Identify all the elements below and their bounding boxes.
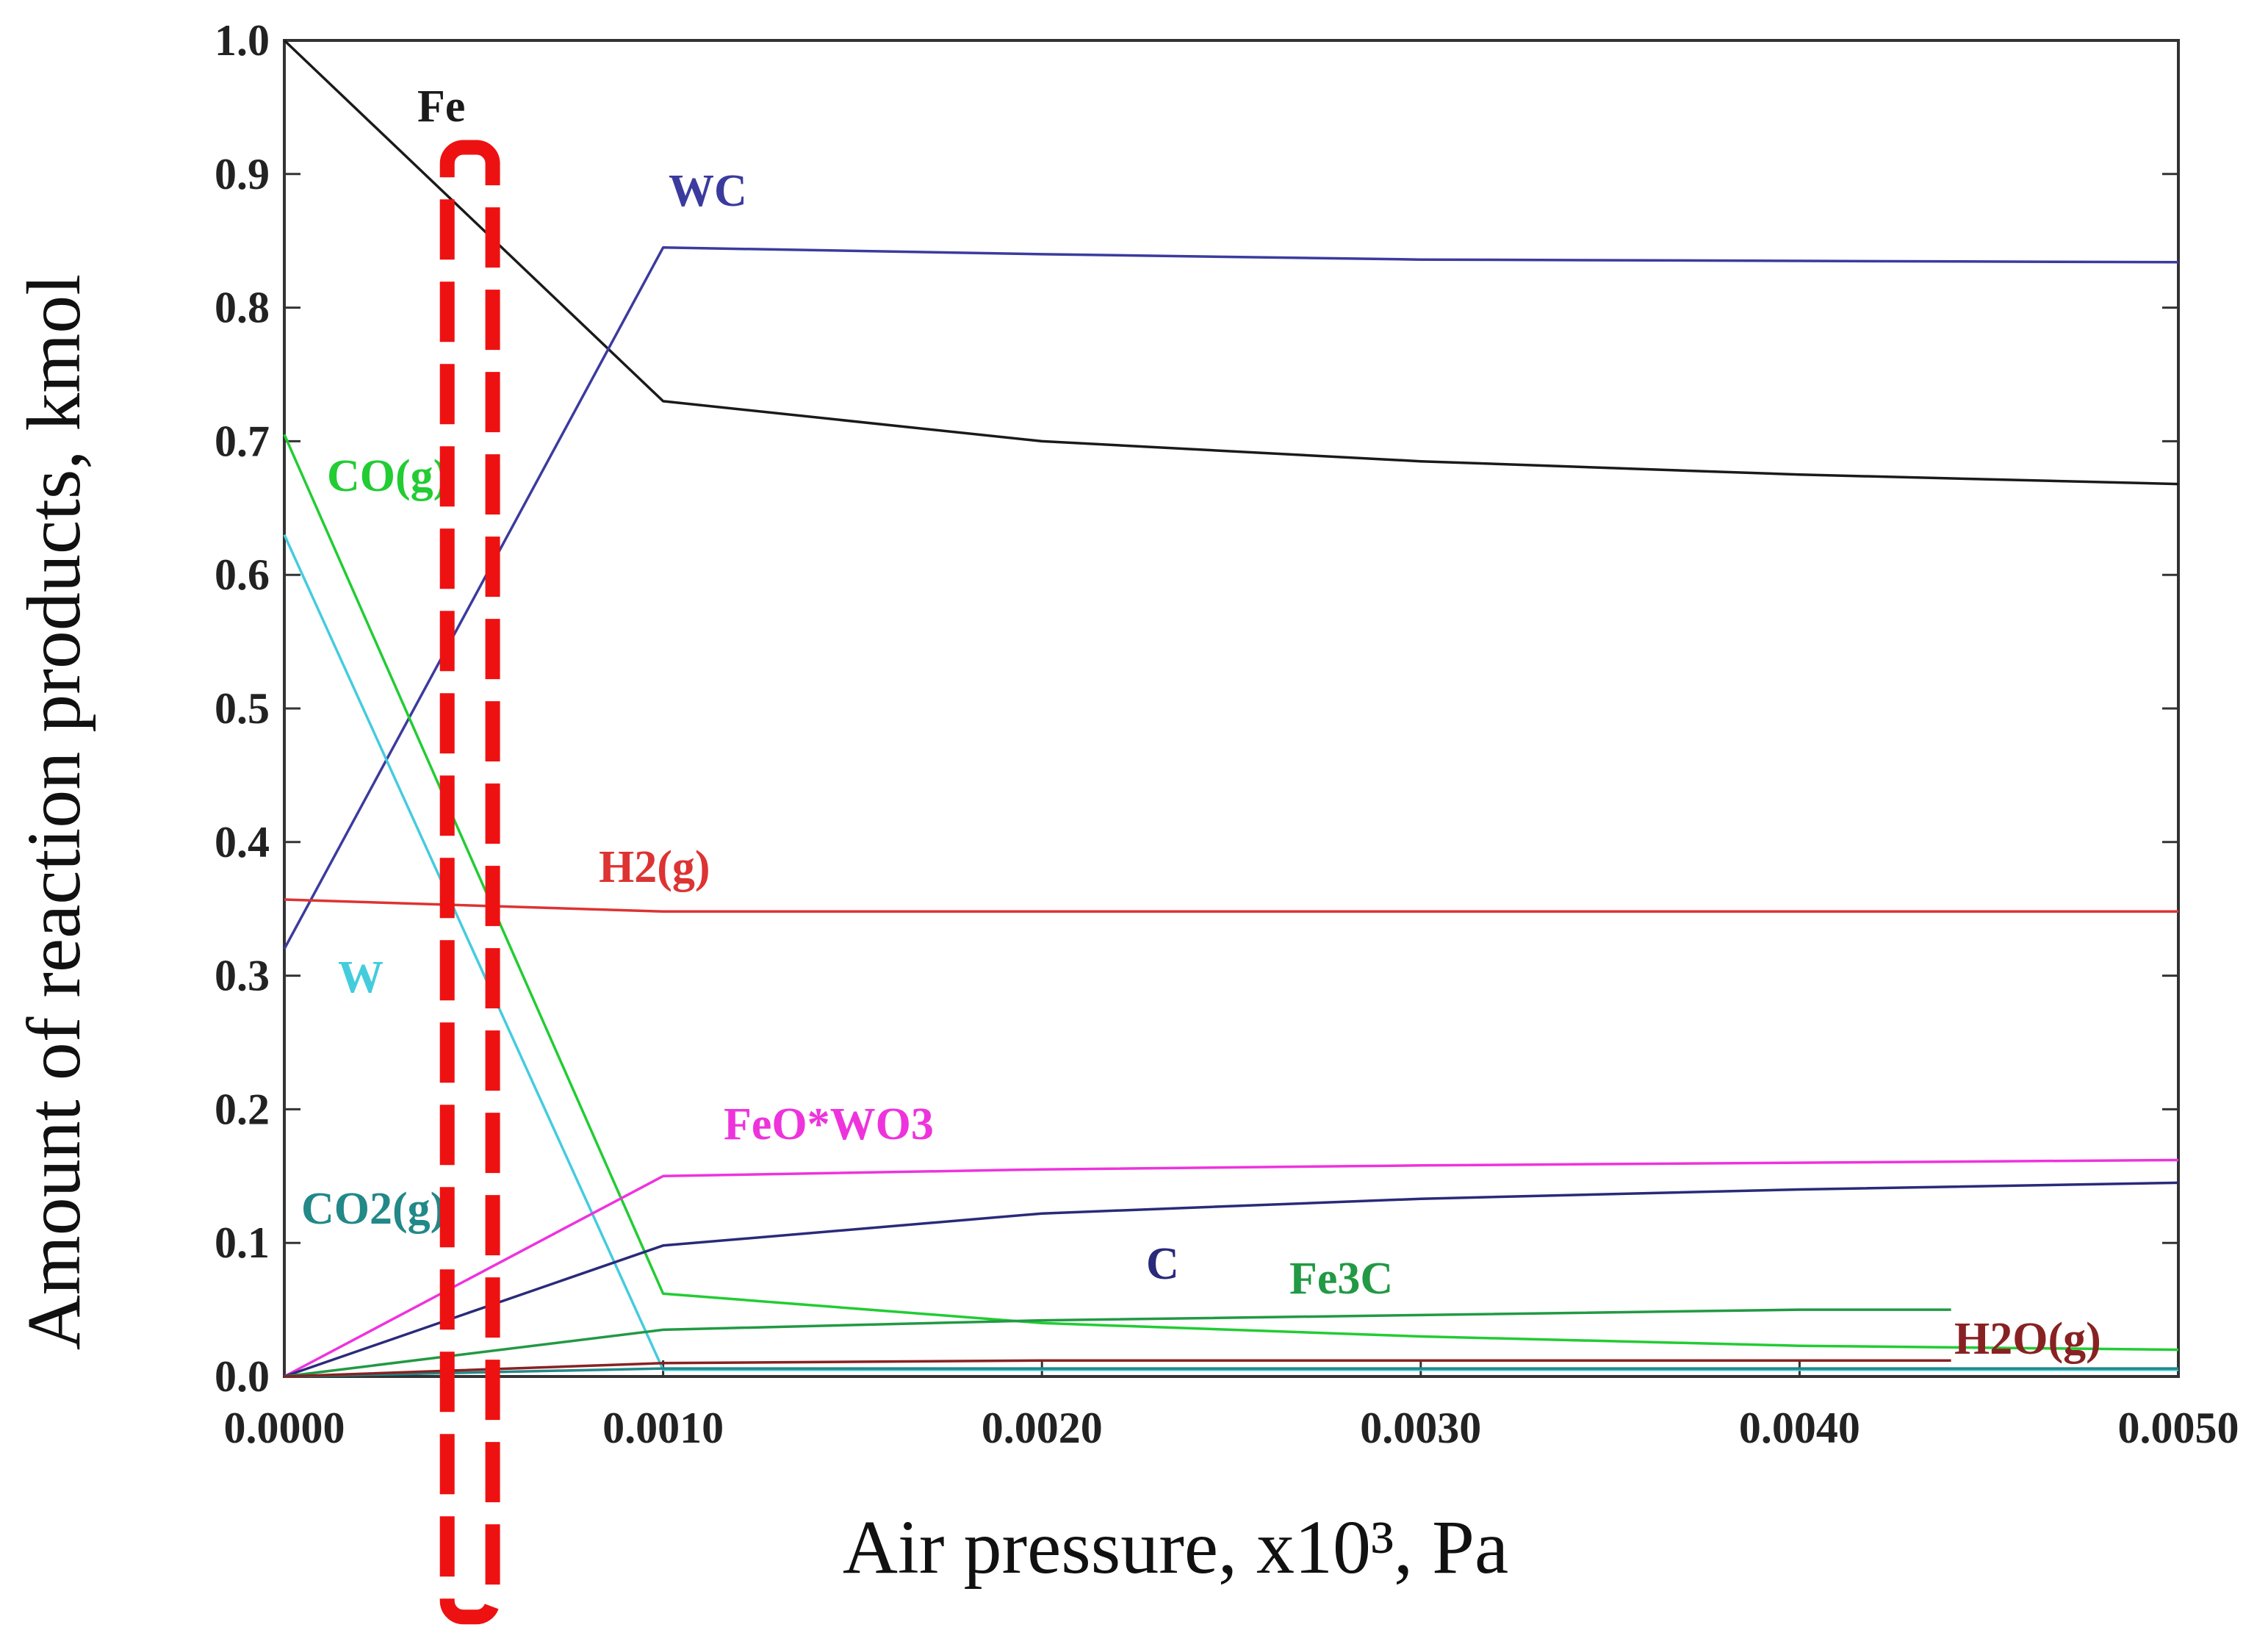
series-line-co2-g xyxy=(284,1367,2178,1378)
series-labels: Fe WC CO(g) W H2(g) FeO*WO3 C Fe3C CO2(g… xyxy=(301,82,2101,1364)
series-label-co2: CO2(g) xyxy=(301,1184,445,1234)
series-label-fe3c: Fe3C xyxy=(1289,1254,1393,1304)
plot-frame xyxy=(283,39,2180,1378)
y-tick-label: 0.3 xyxy=(215,952,270,1000)
series-label-fe: Fe xyxy=(417,82,465,132)
series-label-h2: H2(g) xyxy=(599,842,710,892)
y-axis: 0.0 0.1 0.2 0.3 0.4 0.5 0.6 0.7 0.8 0.9 1.0 xyxy=(215,16,2178,1401)
x-tick-label: 0.0020 xyxy=(982,1404,1103,1452)
series-line-fe xyxy=(283,39,2179,486)
y-tick-label: 0.6 xyxy=(215,550,270,599)
y-tick-label: 0.0 xyxy=(215,1352,270,1401)
series-label-co: CO(g) xyxy=(327,451,448,501)
series-line-co-g xyxy=(283,434,2179,1352)
series-line-c xyxy=(284,1181,2179,1378)
y-tick-label: 0.2 xyxy=(215,1085,270,1133)
series-label-wc: WC xyxy=(669,166,747,216)
highlight-dashed-box xyxy=(439,140,500,1625)
x-tick-label: 0.0050 xyxy=(2118,1404,2239,1452)
y-tick-label: 1.0 xyxy=(215,16,270,65)
y-tick-label: 0.4 xyxy=(215,818,270,866)
x-tick-label: 0.0000 xyxy=(224,1404,345,1452)
y-tick-label: 0.1 xyxy=(215,1218,270,1267)
x-axis: 0.0000 0.0010 0.0020 0.0030 0.0040 0.0050 xyxy=(224,1360,2239,1452)
series-lines xyxy=(283,39,2179,1378)
x-tick-label: 0.0010 xyxy=(602,1404,724,1452)
series-line-h2o-g xyxy=(284,1359,1951,1378)
series-label-h2o: H2O(g) xyxy=(1954,1314,2101,1364)
series-line-feo-wo3 xyxy=(284,1158,2179,1378)
series-label-c: C xyxy=(1146,1239,1179,1289)
series-label-w: W xyxy=(338,952,384,1002)
series-label-feowo3: FeO*WO3 xyxy=(724,1099,934,1149)
y-axis-title: Amount of reaction products, kmol xyxy=(12,274,96,1350)
series-line-wc xyxy=(283,246,2179,950)
series-line-h2-g xyxy=(284,898,2178,913)
y-tick-label: 0.9 xyxy=(215,150,270,198)
y-tick-label: 0.5 xyxy=(215,684,270,733)
x-tick-label: 0.0030 xyxy=(1360,1404,1481,1452)
x-axis-title: Air pressure, x10³, Pa xyxy=(843,1505,1508,1590)
x-tick-label: 0.0040 xyxy=(1739,1404,1860,1452)
series-line-w xyxy=(283,534,2178,1371)
y-tick-label: 0.8 xyxy=(215,284,270,332)
y-tick-label: 0.7 xyxy=(215,417,270,465)
series-line-fe3c xyxy=(284,1308,1951,1378)
